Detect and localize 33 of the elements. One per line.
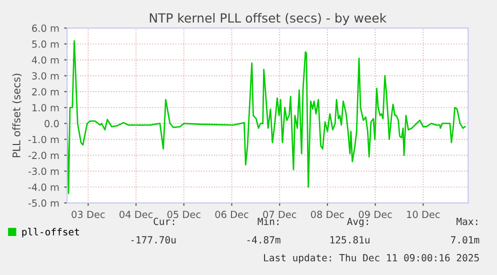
- text: 7.01m: [451, 236, 480, 244]
- y-tick-label: -5.0 m: [28, 199, 59, 207]
- text: -177.70u: [131, 236, 176, 244]
- x-tick-label: 03 Dec: [72, 210, 105, 218]
- y-tick-label: -4.0 m: [28, 184, 59, 191]
- x-tick-label: 08 Dec: [310, 210, 344, 218]
- x-tick-label: 10 Dec: [407, 210, 440, 218]
- y-tick-label: 4.0 m: [32, 56, 59, 64]
- x-tick-label: 06 Dec: [215, 210, 248, 218]
- text: -4.87m: [247, 236, 280, 244]
- text: 125.81u: [330, 236, 370, 244]
- y-tick-label: -3.0 m: [28, 168, 59, 175]
- y-tick-label: 6.0 m: [32, 24, 59, 32]
- text: Min:: [258, 218, 278, 225]
- y-tick-label: 3.0 m: [32, 72, 59, 80]
- y-axis-title: PLL offset (secs): [12, 74, 22, 158]
- x-tick-label: 09 Dec: [358, 210, 392, 218]
- text: Cur:: [154, 218, 174, 226]
- y-tick-label: 2.0 m: [32, 88, 59, 96]
- y-tick-label: 0.0: [44, 120, 59, 128]
- x-tick-label: 07 Dec: [263, 210, 296, 218]
- y-tick-label: -2.0 m: [28, 152, 59, 160]
- y-tick-label: 1.0 m: [32, 104, 59, 112]
- x-tick-label: 05 Dec: [167, 210, 200, 218]
- line-series: [67, 40, 466, 194]
- y-tick-label: 5.0 m: [32, 40, 59, 48]
- text: Max:: [456, 218, 478, 226]
- y-tick-label: -1.0 m: [28, 136, 59, 144]
- legend-label: pll-offset: [22, 228, 79, 238]
- x-tick-label: 04 Dec: [120, 210, 153, 218]
- text: Last update: Thu Dec 11 09:00:16 2025: [264, 254, 479, 264]
- chart-title: NTP kernel PLL offset (secs) - by week: [150, 12, 387, 26]
- text: Avg:: [347, 218, 368, 228]
